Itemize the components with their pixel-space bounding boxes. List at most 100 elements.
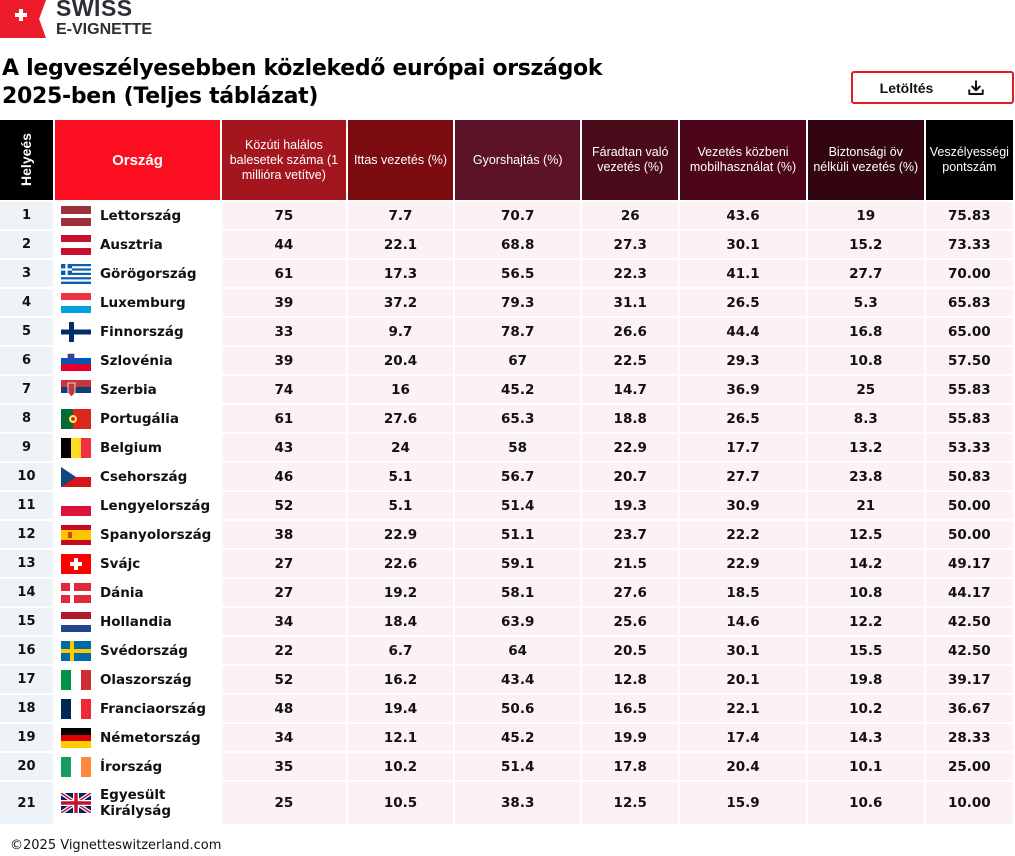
speeding-cell: 45.2	[455, 374, 581, 403]
fatalities-cell: 61	[222, 403, 346, 432]
drunk-cell: 10.5	[347, 780, 454, 824]
country-cell: Olaszország	[54, 664, 221, 693]
phone-cell: 44.4	[680, 316, 806, 345]
table-row: 8 Portugália 61 27.6 65.3 18.8 26.5 8.3 55.83	[0, 403, 1013, 432]
speeding-cell: 58.1	[455, 577, 581, 606]
table-row: 20 Írország 35 10.2 51.4 17.8 20.4 10.1 25.00	[0, 751, 1013, 780]
flag-poland-icon	[60, 495, 91, 516]
brand-logo: SWISS E-VIGNETTE	[0, 0, 152, 38]
score-cell: 50.00	[925, 490, 1013, 519]
header-danger-score: Veszélyességi pontszám	[925, 120, 1013, 200]
fatalities-cell: 39	[222, 287, 346, 316]
rank-cell: 17	[0, 664, 53, 693]
header-fatigue: Fáradtan való vezetés (%)	[582, 120, 679, 200]
score-cell: 49.17	[925, 548, 1013, 577]
rank-cell: 9	[0, 432, 53, 461]
country-cell: Finnország	[54, 316, 221, 345]
fatalities-cell: 27	[222, 548, 346, 577]
fatigue-cell: 21.5	[582, 548, 679, 577]
fatigue-cell: 27.6	[582, 577, 679, 606]
table-body: 1 Lettország 75 7.7 70.7 26 43.6 19 75.83 2 Ausztr…	[0, 200, 1013, 824]
fatigue-cell: 25.6	[582, 606, 679, 635]
flag-luxembourg-icon	[60, 292, 91, 313]
speeding-cell: 78.7	[455, 316, 581, 345]
speeding-cell: 67	[455, 345, 581, 374]
country-cell: Svájc	[54, 548, 221, 577]
phone-cell: 30.1	[680, 635, 806, 664]
fatalities-cell: 75	[222, 200, 346, 229]
country-name: Hollandia	[99, 613, 172, 630]
table-row: 13 Svájc 27 22.6 59.1 21.5 22.9 14.2 49.17	[0, 548, 1013, 577]
flag-belgium-icon	[60, 437, 91, 458]
phone-cell: 22.2	[680, 519, 806, 548]
table-row: 16 Svédország 22 6.7 64 20.5 30.1 15.5 42.50	[0, 635, 1013, 664]
rank-cell: 19	[0, 722, 53, 751]
country-cell: Luxemburg	[54, 287, 221, 316]
seatbelt-cell: 21	[807, 490, 924, 519]
seatbelt-cell: 19	[807, 200, 924, 229]
drunk-cell: 6.7	[347, 635, 454, 664]
speeding-cell: 64	[455, 635, 581, 664]
seatbelt-cell: 10.8	[807, 577, 924, 606]
score-cell: 50.83	[925, 461, 1013, 490]
country-name: Szerbia	[99, 381, 157, 398]
rank-cell: 12	[0, 519, 53, 548]
fatigue-cell: 19.3	[582, 490, 679, 519]
table-row: 3 Görögország 61 17.3 56.5 22.3 41.1 27.7 70.00	[0, 258, 1013, 287]
fatalities-cell: 52	[222, 664, 346, 693]
seatbelt-cell: 23.8	[807, 461, 924, 490]
country-name: Franciaország	[99, 700, 207, 717]
table-row: 11 Lengyelország 52 5.1 51.4 19.3 30.9 21 50.00	[0, 490, 1013, 519]
flag-czechia-icon	[60, 466, 91, 487]
phone-cell: 29.3	[680, 345, 806, 374]
fatalities-cell: 43	[222, 432, 346, 461]
country-name: Szlovénia	[99, 352, 173, 369]
rank-cell: 8	[0, 403, 53, 432]
score-cell: 50.00	[925, 519, 1013, 548]
rank-cell: 18	[0, 693, 53, 722]
phone-cell: 27.7	[680, 461, 806, 490]
country-cell: Szerbia	[54, 374, 221, 403]
table-row: 10 Csehország 46 5.1 56.7 20.7 27.7 23.8 50.83	[0, 461, 1013, 490]
seatbelt-cell: 5.3	[807, 287, 924, 316]
download-button[interactable]: Letöltés	[851, 71, 1014, 104]
country-cell: Hollandia	[54, 606, 221, 635]
flag-uk-icon	[60, 793, 91, 813]
flag-latvia-icon	[60, 205, 91, 226]
seatbelt-cell: 10.1	[807, 751, 924, 780]
table-row: 18 Franciaország 48 19.4 50.6 16.5 22.1 10.2 36.…	[0, 693, 1013, 722]
flag-denmark-icon	[60, 582, 91, 603]
seatbelt-cell: 15.5	[807, 635, 924, 664]
header-speeding: Gyorshajtás (%)	[455, 120, 581, 200]
seatbelt-cell: 10.2	[807, 693, 924, 722]
score-cell: 36.67	[925, 693, 1013, 722]
speeding-cell: 65.3	[455, 403, 581, 432]
fatigue-cell: 12.8	[582, 664, 679, 693]
fatigue-cell: 26	[582, 200, 679, 229]
country-name: Lengyelország	[99, 497, 211, 514]
flag-greece-icon	[60, 263, 91, 284]
flag-finland-icon	[60, 321, 91, 342]
score-cell: 25.00	[925, 751, 1013, 780]
fatigue-cell: 17.8	[582, 751, 679, 780]
fatalities-cell: 33	[222, 316, 346, 345]
table-row: 9 Belgium 43 24 58 22.9 17.7 13.2 53.33	[0, 432, 1013, 461]
table-row: 17 Olaszország 52 16.2 43.4 12.8 20.1 19.8 39.17	[0, 664, 1013, 693]
fatalities-cell: 46	[222, 461, 346, 490]
drunk-cell: 10.2	[347, 751, 454, 780]
phone-cell: 22.9	[680, 548, 806, 577]
fatigue-cell: 27.3	[582, 229, 679, 258]
country-cell: Egyesült Királyság	[54, 780, 221, 824]
seatbelt-cell: 10.8	[807, 345, 924, 374]
country-name: Finnország	[99, 323, 184, 340]
speeding-cell: 70.7	[455, 200, 581, 229]
fatigue-cell: 22.3	[582, 258, 679, 287]
table-row: 2 Ausztria 44 22.1 68.8 27.3 30.1 15.2 73.33	[0, 229, 1013, 258]
phone-cell: 22.1	[680, 693, 806, 722]
country-cell: Lettország	[54, 200, 221, 229]
drunk-cell: 5.1	[347, 490, 454, 519]
fatalities-cell: 34	[222, 722, 346, 751]
table-row: 21 Egyesült Királyság 25 10.5 38.3 12.5 15.9 10…	[0, 780, 1013, 824]
drunk-cell: 20.4	[347, 345, 454, 374]
speeding-cell: 63.9	[455, 606, 581, 635]
